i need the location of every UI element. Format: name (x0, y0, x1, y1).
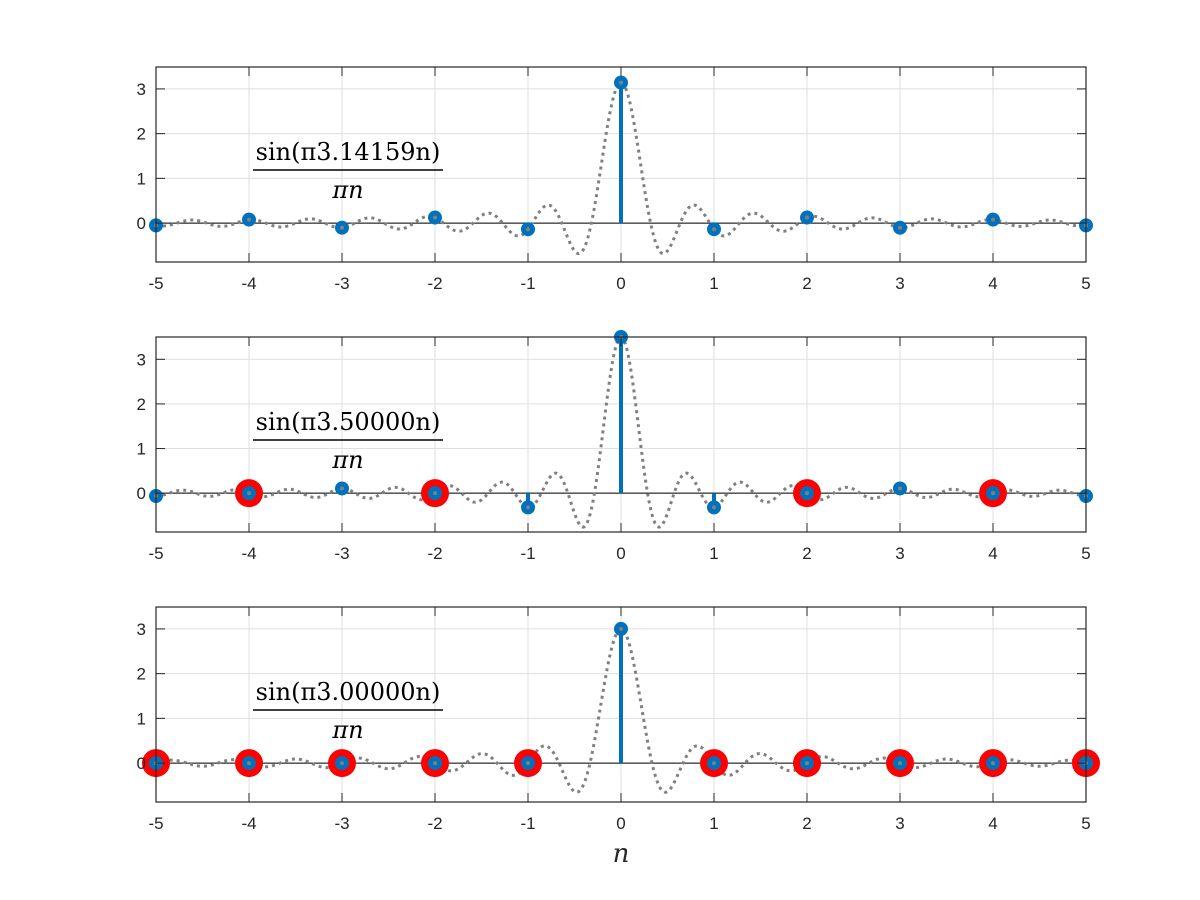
y-tick-label: 0 (137, 754, 146, 773)
y-tick-label: 0 (137, 214, 146, 233)
formula-numerator: sin(π3.00000n) (256, 678, 441, 706)
x-tick-label: -3 (334, 544, 349, 563)
subplot-1: -5 -4 -3 -2 -1 0 1 2 3 4 5 0 1 2 3 sin(π3.14159n) πn (137, 66, 1093, 293)
stem-marker-center (619, 80, 623, 85)
x-tick-label: 4 (988, 814, 997, 833)
y-tick-label: 1 (137, 709, 146, 728)
y-tick-label: 1 (137, 169, 146, 188)
stem-marker-center (898, 761, 902, 766)
stem-marker-center (712, 761, 716, 766)
x-tick-label: 2 (802, 544, 811, 563)
x-tick-label: -5 (148, 274, 163, 293)
formula-denominator: πn (331, 176, 363, 204)
x-tick-label: 3 (895, 814, 904, 833)
continuous-sinc-curve (155, 81, 1087, 256)
y-tick-label: 3 (137, 620, 146, 639)
x-axis-label: n (613, 839, 630, 869)
formula-denominator: πn (331, 446, 363, 474)
x-tick-label: -2 (427, 814, 442, 833)
stem-marker-center (805, 215, 809, 220)
x-tick-label: 4 (988, 544, 997, 563)
stem-marker-center (991, 217, 995, 222)
x-tick-label: 0 (616, 814, 625, 833)
x-tick-label: 3 (895, 274, 904, 293)
stem-marker-center (247, 761, 251, 766)
x-tick-label: 5 (1081, 544, 1090, 563)
stem-marker-center (340, 486, 344, 491)
formula-annotation: sin(π3.00000n) πn (253, 678, 443, 744)
x-tick-label: 0 (616, 544, 625, 563)
formula-annotation: sin(π3.14159n) πn (253, 138, 443, 204)
stem-marker-center (526, 227, 530, 232)
x-tick-label: -2 (427, 274, 442, 293)
stem-marker-center (433, 215, 437, 220)
subplot-2: -5 -4 -3 -2 -1 0 1 2 3 4 5 0 1 2 3 sin(π3.50000n) πn (137, 330, 1093, 563)
subplot-3: -5 -4 -3 -2 -1 0 1 2 3 4 5 0 1 2 3 sin(π3.00000n) πn (137, 606, 1100, 833)
y-tick-label: 3 (137, 80, 146, 99)
stem-marker-center (247, 491, 251, 496)
formula-numerator: sin(π3.14159n) (256, 138, 441, 166)
stem-marker-center (991, 491, 995, 496)
x-tick-label: 5 (1081, 274, 1090, 293)
x-tick-label: 1 (709, 544, 718, 563)
x-tick-label: -5 (148, 544, 163, 563)
formula-numerator: sin(π3.50000n) (256, 408, 441, 436)
stem-marker-center (433, 761, 437, 766)
y-tick-label: 2 (137, 665, 146, 684)
x-tick-label: -1 (520, 544, 535, 563)
stem-marker-center (526, 505, 530, 510)
formula-annotation: sin(π3.50000n) πn (253, 408, 443, 474)
x-tick-label: -4 (241, 274, 256, 293)
x-tick-label: -3 (334, 274, 349, 293)
x-tick-label: 1 (709, 274, 718, 293)
stem-marker-center (898, 225, 902, 230)
x-tick-label: -5 (148, 814, 163, 833)
subplots: -5 -4 -3 -2 -1 0 1 2 3 4 5 0 1 2 3 sin(π3.14159n) πn -5 -4… (137, 66, 1100, 833)
y-tick-label: 1 (137, 440, 146, 459)
stem-marker-center (619, 626, 623, 631)
stem-marker-center (898, 486, 902, 491)
x-tick-label: 3 (895, 544, 904, 563)
stem-marker-center (805, 491, 809, 496)
x-tick-label: 0 (616, 274, 625, 293)
stem-marker-center (340, 761, 344, 766)
stem-marker-center (526, 761, 530, 766)
y-tick-label: 2 (137, 125, 146, 144)
y-tick-label: 0 (137, 484, 146, 503)
x-tick-label: -2 (427, 544, 442, 563)
y-tick-label: 3 (137, 350, 146, 369)
x-tick-label: 1 (709, 814, 718, 833)
x-tick-label: -1 (520, 274, 535, 293)
stem-marker-center (991, 761, 995, 766)
y-tick-label: 2 (137, 395, 146, 414)
x-tick-label: 2 (802, 814, 811, 833)
stem-marker-center (340, 225, 344, 230)
x-tick-label: 5 (1081, 814, 1090, 833)
x-tick-label: 2 (802, 274, 811, 293)
x-tick-label: -3 (334, 814, 349, 833)
stem-marker-center (712, 227, 716, 232)
stem-marker-center (247, 217, 251, 222)
x-tick-label: -4 (241, 544, 256, 563)
continuous-sinc-curve (155, 627, 1087, 794)
x-tick-label: -1 (520, 814, 535, 833)
x-tick-label: 4 (988, 274, 997, 293)
formula-denominator: πn (331, 716, 363, 744)
stem-marker-center (805, 761, 809, 766)
x-tick-label: -4 (241, 814, 256, 833)
stem-marker-center (712, 505, 716, 510)
stem-marker-center (433, 491, 437, 496)
